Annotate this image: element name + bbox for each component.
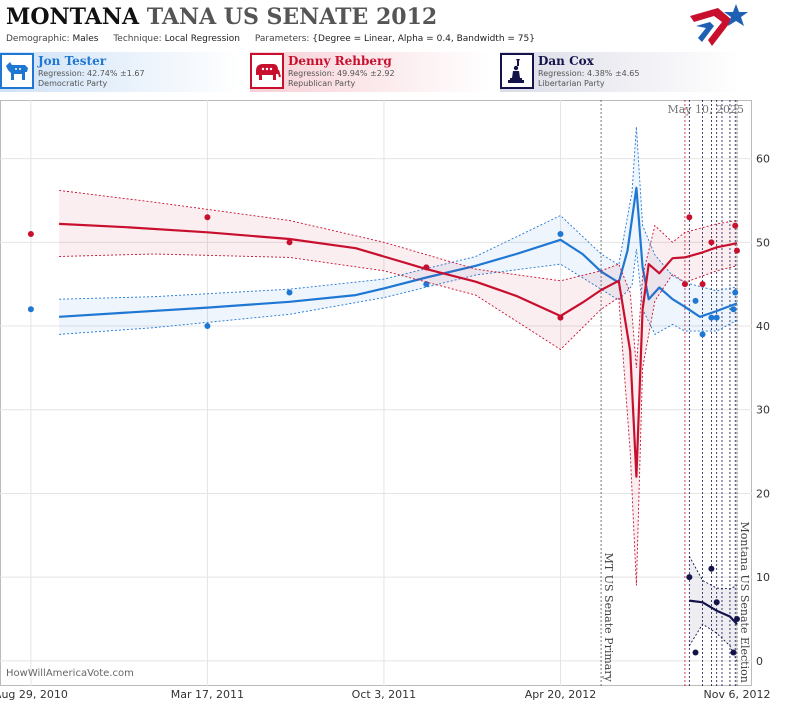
x-tick-label: Oct 3, 2011 <box>352 688 417 701</box>
poll-point <box>708 239 715 246</box>
poll-point <box>27 306 34 313</box>
poll-point <box>733 247 740 254</box>
candidate-regression: Regression: 4.38% ±4.65 <box>538 69 640 78</box>
poll-point <box>732 289 739 296</box>
y-tick-label: 50 <box>756 236 770 249</box>
poll-point <box>732 222 739 229</box>
technique-value: Local Regression <box>164 34 240 44</box>
candidate-jon-tester: Jon Tester Regression: 42.74% ±1.67 Demo… <box>0 52 240 92</box>
confidence-upper <box>59 189 738 368</box>
poll-chart: 0 10 20 30 40 50 60 Aug 29, 2010 Mar 17, 2011 Oct… <box>0 100 771 701</box>
poll-point <box>557 230 564 237</box>
x-tick-label: Nov 6, 2012 <box>704 688 771 701</box>
poll-point <box>713 599 720 606</box>
y-tick-label: 10 <box>756 571 770 584</box>
technique-label: Technique: <box>113 34 162 44</box>
poll-point <box>686 574 693 581</box>
confidence-lower <box>59 253 738 586</box>
poll-point <box>423 281 430 288</box>
poll-point <box>730 306 737 313</box>
event-label: MT US Senate Primary <box>602 553 615 683</box>
regression-line <box>689 599 738 625</box>
poll-point <box>204 323 211 330</box>
poll-point <box>713 314 720 321</box>
poll-point <box>733 616 740 623</box>
candidate-party: Libertarian Party <box>538 79 605 88</box>
candidate-legend: Jon Tester Regression: 42.74% ±1.67 Demo… <box>0 52 789 94</box>
poll-point <box>692 297 699 304</box>
y-tick-label: 60 <box>756 153 770 166</box>
poll-point <box>204 214 211 221</box>
candidate-dan-cox: Dan Cox Regression: 4.38% ±4.65 Libertar… <box>500 52 740 92</box>
page-title: MONTANA TANA US SENATE 2012 <box>6 4 437 30</box>
candidate-denny-rehberg: Denny Rehberg Regression: 49.94% ±2.92 R… <box>250 52 490 92</box>
poll-point <box>286 239 293 246</box>
confidence-lower <box>59 248 738 336</box>
demographic-value: Males <box>72 34 99 44</box>
site-logo-icon <box>690 4 748 46</box>
elephant-icon <box>250 53 284 89</box>
candidate-name: Dan Cox <box>538 54 594 68</box>
donkey-icon <box>0 53 34 89</box>
plot-area <box>0 100 752 686</box>
candidate-party: Democratic Party <box>38 79 108 88</box>
chart-subtitle: Demographic: Males Technique: Local Regr… <box>6 34 535 44</box>
parameters-value: {Degree = Linear, Alpha = 0.4, Bandwidth… <box>312 34 535 44</box>
x-tick-label: Apr 20, 2012 <box>525 688 597 701</box>
event-label: Montana US Senate Election <box>738 521 751 682</box>
candidate-regression: Regression: 42.74% ±1.67 <box>38 69 145 78</box>
poll-point <box>423 264 430 271</box>
y-tick-label: 40 <box>756 320 770 333</box>
y-tick-label: 0 <box>756 655 763 668</box>
candidate-regression: Regression: 49.94% ±2.92 <box>288 69 395 78</box>
regression-line <box>59 222 738 478</box>
regression-line <box>59 186 738 318</box>
x-tick-label: Aug 29, 2010 <box>0 688 68 701</box>
y-tick-label: 30 <box>756 404 770 417</box>
chart-header: MONTANA TANA US SENATE 2012 Demographic:… <box>0 0 789 52</box>
poll-point <box>699 281 706 288</box>
poll-point <box>286 289 293 296</box>
poll-point <box>730 649 737 656</box>
poll-point <box>681 281 688 288</box>
title-state: MONTANA <box>6 4 140 30</box>
poll-point <box>686 214 693 221</box>
poll-point <box>27 230 34 237</box>
demographic-label: Demographic: <box>6 34 70 44</box>
statue-of-liberty-icon <box>500 53 534 89</box>
candidate-name: Jon Tester <box>38 54 107 68</box>
date-stamp: May 10, 2025 <box>667 103 744 116</box>
poll-point <box>557 314 564 321</box>
x-tick-label: Mar 17, 2011 <box>171 688 244 701</box>
confidence-lower <box>688 623 738 662</box>
poll-point <box>699 331 706 338</box>
title-race: TANA US SENATE 2012 <box>146 4 438 30</box>
y-tick-label: 20 <box>756 487 770 500</box>
confidence-band <box>59 190 738 586</box>
candidate-name: Denny Rehberg <box>288 54 392 68</box>
poll-point <box>708 565 715 572</box>
candidate-party: Republican Party <box>288 79 356 88</box>
parameters-label: Parameters: <box>254 34 310 44</box>
site-credit: HowWillAmericaVote.com <box>6 668 134 679</box>
poll-point <box>692 649 699 656</box>
poll-point <box>708 314 715 321</box>
